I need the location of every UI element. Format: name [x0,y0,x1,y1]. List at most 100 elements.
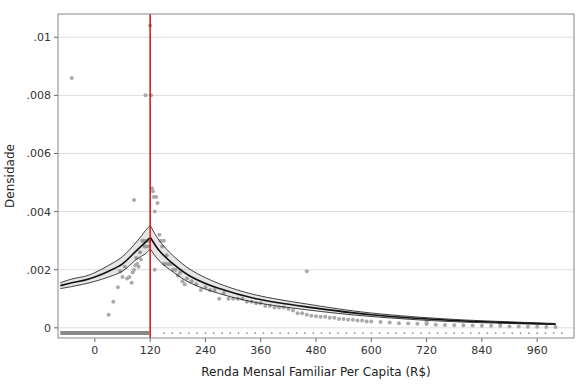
rug-dot [362,332,364,334]
scatter-point [434,323,438,327]
rug-dot [511,332,513,334]
x-tick-label: 720 [416,344,437,357]
scatter-point [323,315,327,319]
x-tick-label: 240 [195,344,216,357]
fit-line [60,238,149,286]
y-tick [54,153,58,154]
rug-dot [404,332,406,334]
y-tick-label: .004 [27,206,52,219]
rug-dot [254,332,256,334]
rug-dot [180,332,182,334]
x-tick [205,338,206,342]
scatter-point [351,318,355,322]
scatter-point [153,268,157,272]
confidence-band [151,226,556,325]
scatter-point [137,265,141,269]
scatter-point [443,323,447,327]
rug-dot [238,332,240,334]
scatter-point [226,297,230,301]
y-tick [54,211,58,212]
rug-dot [346,332,348,334]
plot-area [58,14,574,338]
rug-dot [486,332,488,334]
scatter-point [291,308,295,312]
rug-dot [495,332,497,334]
scatter-point [489,324,493,328]
x-tick [481,338,482,342]
scatter-point [144,93,148,97]
rug-dot [478,332,480,334]
scatter-point [183,282,187,286]
scatter-point [360,319,364,323]
scatter-point [296,311,300,315]
y-tick-label: .008 [27,89,52,102]
rug-dot [271,332,273,334]
rug-dot [296,332,298,334]
rug-dot [188,332,190,334]
scatter-point [70,76,74,80]
scatter-point [425,320,429,324]
scatter-point [526,325,530,329]
x-tick [150,338,151,342]
rug-dot [337,332,339,334]
scatter-point [199,288,203,292]
scatter-point [332,316,336,320]
scatter-point [480,324,484,328]
rug-dot [395,332,397,334]
rug-dot [445,332,447,334]
rug-dot [453,332,455,334]
scatter-point [535,325,539,329]
rug-dot [545,332,547,334]
scatter-point [305,269,309,273]
scatter-point [154,195,158,199]
scatter-point [132,198,136,202]
confidence-band [60,226,149,288]
x-tick [426,338,427,342]
scatter-point [346,318,350,322]
x-axis-label: Renda Mensal Familiar Per Capita (R$) [201,365,430,379]
scatter-point [554,325,558,329]
y-axis-label: Densidade [3,144,17,208]
scatter-point [309,314,313,318]
rug-dot [354,332,356,334]
x-tick-label: 480 [306,344,327,357]
scatter-point [314,314,318,318]
y-tick [54,37,58,38]
y-tick-label: 0 [44,322,51,335]
scatter-point [300,311,304,315]
rug-dot [312,332,314,334]
rug-dot [329,332,331,334]
x-tick [537,338,538,342]
band-upper [151,226,556,323]
band-upper [60,226,149,283]
scatter-point [162,239,166,243]
scatter-point [157,233,161,237]
scatter-point [151,189,155,193]
rug-dot [279,332,281,334]
rug-dot [561,332,563,334]
x-tick [316,338,317,342]
rug-bar [60,331,149,335]
x-tick-label: 360 [250,344,271,357]
scatter-point [305,313,309,317]
scatter-point [508,324,512,328]
scatter-point [127,275,131,279]
rug-dot [528,332,530,334]
scatter-point [517,324,521,328]
x-tick [260,338,261,342]
cutoff-line [149,14,150,338]
x-tick-label: 120 [140,344,161,357]
rug-dot [246,332,248,334]
x-tick-label: 840 [471,344,492,357]
fit-line [151,238,556,324]
rug-dot [536,332,538,334]
scatter-point [328,316,332,320]
scatter-point [365,319,369,323]
scatter-point [406,321,410,325]
scatter-point [121,275,125,279]
scatter-point [107,313,111,317]
rug-dot [412,332,414,334]
plot-marks [60,14,563,338]
scatter-point [397,321,401,325]
rug-dot [229,332,231,334]
